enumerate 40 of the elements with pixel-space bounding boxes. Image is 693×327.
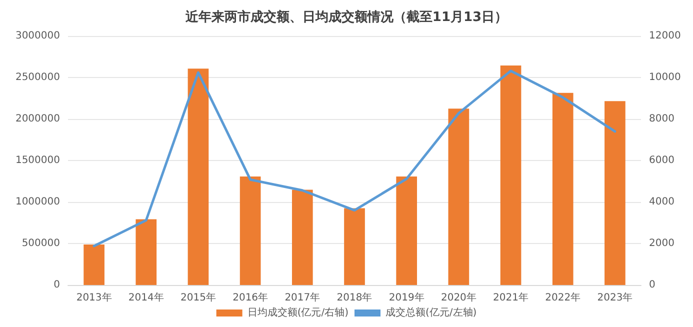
legend-label: 成交总额(亿元/左轴) [386,306,477,318]
y-tick-label: 1500000 [15,155,60,166]
y2-tick-label: 0 [649,280,656,290]
x-tick-label: 2017年 [284,292,320,304]
y2-tick-label: 2000 [649,238,674,249]
bar [292,190,313,285]
bar [500,65,522,285]
y2-tick-label: 6000 [649,155,674,166]
bar [604,101,626,285]
x-tick-label: 2015年 [180,292,216,304]
y-tick-label: 2000000 [15,114,60,124]
x-tick-label: 2022年 [545,292,581,304]
y-tick-label: 2500000 [15,72,60,83]
bar [448,108,470,285]
x-tick-label: 2014年 [128,292,164,304]
chart-title: 近年来两市成交额、日均成交额情况（截至11月13日） [184,9,508,25]
x-tick-label: 2018年 [336,292,372,304]
bar [136,219,157,285]
x-tick-label: 2023年 [597,292,633,304]
bar [396,176,418,285]
y2-tick-label: 10000 [649,72,681,83]
legend-label: 日均成交额(亿元/右轴) [247,306,349,318]
bar [552,92,574,285]
bar [344,208,365,285]
x-tick-label: 2020年 [440,292,476,304]
y2-tick-label: 12000 [649,30,681,42]
bar [188,68,209,285]
x-tick-label: 2019年 [388,292,424,304]
y2-tick-label: 8000 [649,114,674,124]
y2-tick-label: 4000 [649,196,674,208]
bar [240,176,261,285]
y-tick-label: 0 [54,280,60,290]
x-tick-label: 2013年 [76,292,112,304]
x-tick-label: 2021年 [493,292,528,304]
bar [84,244,104,285]
y-tick-label: 500000 [22,238,60,249]
line-series [92,70,616,248]
x-tick-label: 2016年 [232,292,268,304]
y-tick-label: 1000000 [15,196,60,208]
y-tick-label: 3000000 [15,30,60,42]
